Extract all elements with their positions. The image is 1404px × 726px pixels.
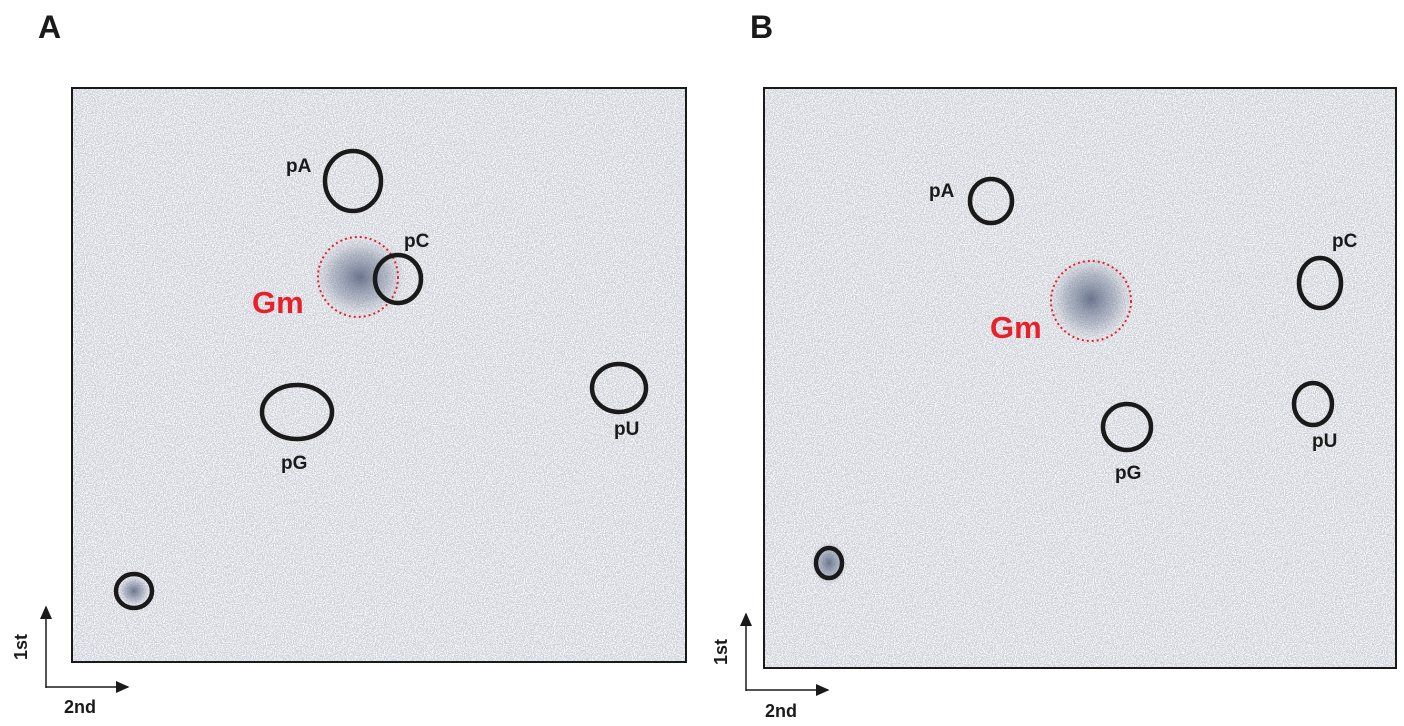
spot-label: pU (1312, 431, 1337, 452)
figure: A pA pC Gm pG pU 1st 2nd B pA pC Gm pG p… (0, 0, 1404, 726)
spot-label: pG (1115, 463, 1141, 484)
axis-label: 2nd (64, 697, 96, 717)
gm-label: Gm (990, 310, 1042, 345)
panel-label: A (38, 9, 61, 45)
gm-label: Gm (252, 285, 304, 320)
panel-label: B (750, 9, 773, 45)
axis-label: 1st (711, 639, 731, 665)
spot-blob (314, 237, 406, 317)
axis-label: 2nd (765, 701, 797, 721)
spot-label: pA (929, 181, 955, 202)
spot-label: pA (286, 156, 312, 177)
panel-a: A pA pC Gm pG pU 1st 2nd (11, 9, 686, 717)
texture (764, 88, 1396, 668)
axis-label: 1st (11, 634, 31, 660)
spot-label: pG (281, 453, 307, 474)
spot-label: pC (404, 231, 430, 252)
spot-label: pU (614, 419, 639, 440)
panel-b: B pA pC Gm pG pU 1st 2nd (711, 9, 1396, 721)
spot-label: pC (1332, 231, 1358, 252)
